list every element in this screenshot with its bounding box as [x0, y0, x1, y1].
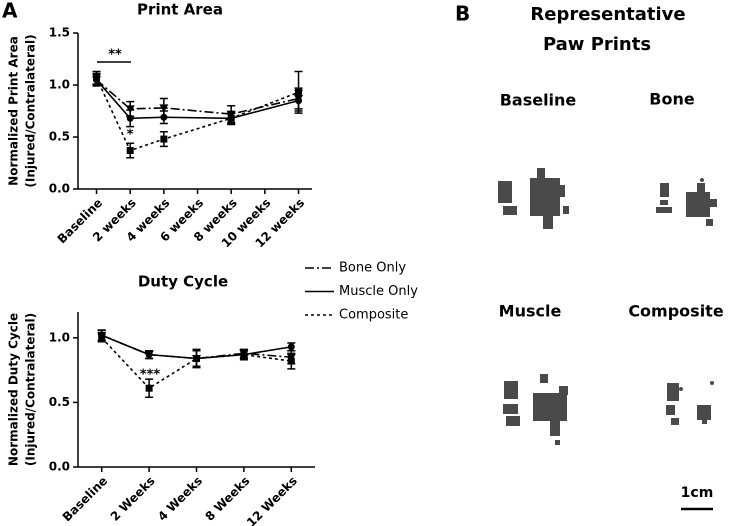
annotation: *: [127, 128, 134, 143]
marker: [287, 343, 295, 351]
series-line: [95, 79, 299, 115]
y-axis-label: Normalized Duty Cycle: [7, 313, 21, 466]
marker: [145, 351, 153, 359]
marker: [287, 357, 295, 365]
y-tick-label: 0.0: [49, 182, 70, 196]
marker: [193, 355, 200, 362]
y-axis-label: Normalized Print Area: [7, 36, 21, 186]
y-axis-label: (Injured/Contralateral): [24, 313, 38, 466]
annotation: ***: [140, 368, 161, 383]
paw-print: [503, 374, 568, 445]
y-tick-label: 0.0: [49, 460, 70, 474]
y-axis-label: (Injured/Contralateral): [24, 34, 38, 187]
y-tick-label: 1.0: [49, 330, 70, 344]
paw-print: [656, 178, 717, 226]
panel-title: Representative: [530, 4, 685, 25]
print-label: Composite: [628, 302, 724, 321]
marker: [240, 351, 248, 359]
chart-title: Print Area: [137, 1, 223, 19]
print-label: Bone: [649, 90, 695, 109]
paw-print: [498, 168, 569, 229]
marker: [126, 114, 134, 122]
y-tick-label: 0.5: [49, 130, 70, 144]
marker: [126, 147, 134, 155]
paw-print: [666, 381, 714, 425]
legend-label: Bone Only: [339, 261, 406, 276]
legend-label: Muscle Only: [339, 284, 418, 299]
marker: [227, 114, 235, 122]
scale-label: 1cm: [681, 485, 714, 501]
x-tick-label: 4 Weeks: [155, 474, 205, 524]
legend-label: Composite: [339, 308, 408, 323]
marker: [160, 113, 168, 121]
annotation: **: [108, 48, 122, 63]
x-tick-label: Baseline: [60, 474, 111, 525]
marker: [295, 88, 303, 96]
panel-label: A: [2, 0, 18, 23]
panel-title: Paw Prints: [543, 34, 651, 55]
x-tick-label: 8 Weeks: [202, 474, 252, 524]
x-tick-label: 2 Weeks: [108, 474, 158, 524]
series-line: [101, 337, 292, 390]
y-tick-label: 0.5: [49, 395, 70, 409]
marker: [145, 384, 153, 392]
series-line: [95, 79, 299, 120]
chart-title: Duty Cycle: [138, 273, 228, 291]
y-tick-label: 1.0: [49, 78, 70, 92]
print-label: Muscle: [499, 302, 562, 321]
marker: [98, 334, 106, 342]
marker: [93, 74, 101, 82]
x-tick-label: 12 Weeks: [244, 474, 300, 526]
y-tick-label: 1.5: [49, 26, 70, 40]
panel-label: B: [455, 2, 470, 26]
marker: [160, 135, 168, 143]
print-label: Baseline: [500, 91, 577, 110]
marker: [159, 104, 169, 113]
